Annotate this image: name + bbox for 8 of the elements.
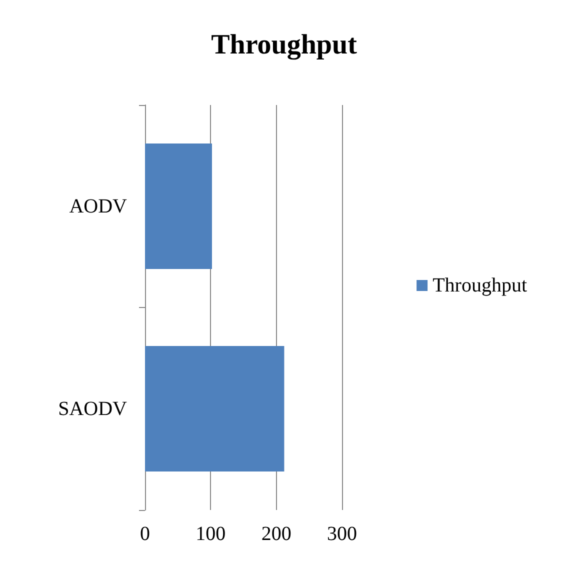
chart-title: Throughput xyxy=(211,30,358,60)
x-tick-label: 0 xyxy=(140,523,150,545)
y-tick-label: SAODV xyxy=(58,398,128,420)
x-tick-label: 300 xyxy=(327,523,357,545)
y-tick-label: AODV xyxy=(69,195,128,218)
legend-label: Throughput xyxy=(432,274,528,296)
x-tick-label: 100 xyxy=(196,523,226,545)
x-tick-label: 200 xyxy=(261,523,292,545)
